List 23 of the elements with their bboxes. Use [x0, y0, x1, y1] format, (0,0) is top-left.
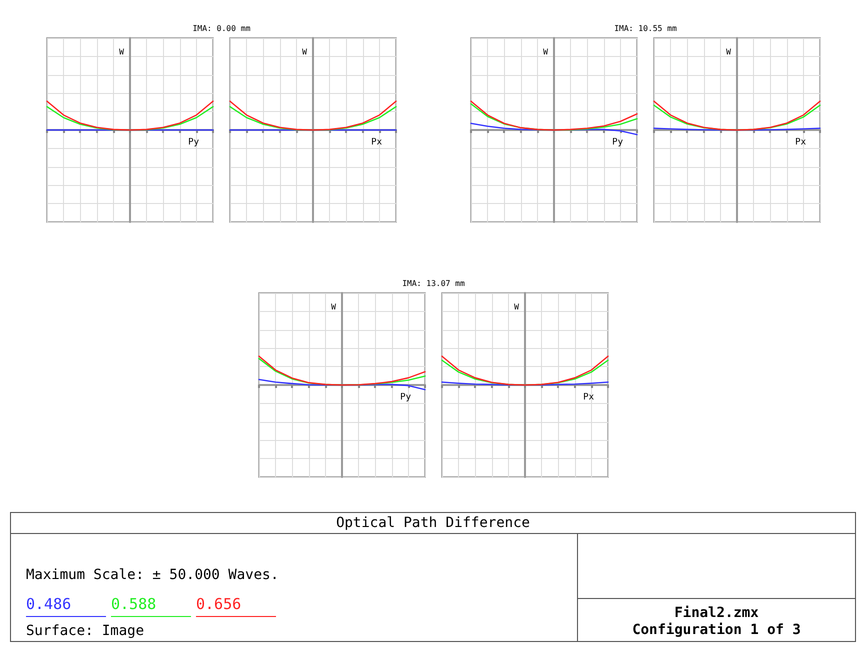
- y-axis-title: W: [331, 302, 336, 312]
- y-axis-title: W: [302, 48, 308, 56]
- chart-title: IMA: 0.00 mm: [192, 24, 252, 33]
- text: 0.486: [26, 595, 106, 617]
- text: Maximum Scale: ± 50.000 Waves.: [26, 567, 279, 583]
- x-axis-title: Py: [188, 138, 200, 148]
- chart-title: IMA: 13.07 mm: [401, 279, 466, 288]
- y-axis-title: W: [543, 48, 548, 56]
- text: 0.656: [196, 595, 276, 617]
- chart-title: IMA: 10.55 mm: [613, 24, 678, 33]
- text: Optical Path Difference: [11, 513, 855, 534]
- x-axis-title: Px: [795, 138, 807, 148]
- x-axis-title: Px: [371, 138, 383, 148]
- text: Final2.zmx: [673, 605, 760, 622]
- x-axis-title: Px: [583, 392, 595, 402]
- y-axis-title: W: [514, 302, 520, 312]
- x-axis-title: Py: [400, 392, 412, 402]
- y-axis-title: W: [119, 48, 124, 56]
- x-axis-title: Py: [612, 138, 624, 148]
- text: Surface: Image: [26, 623, 144, 639]
- y-axis-title: W: [726, 48, 732, 56]
- text: 0.588: [111, 595, 191, 617]
- text: Configuration 1 of 3: [631, 622, 802, 639]
